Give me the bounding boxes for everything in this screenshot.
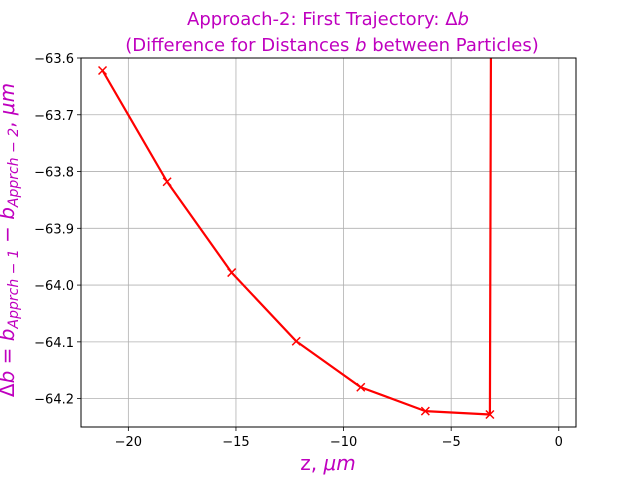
y-tick-label: −63.9 [34,222,74,237]
y-tick-label: −63.8 [34,166,74,181]
tick-layer: −20 −15 −10 −5 0 −63.6 −63.7 −63.8 −63.9 −64.0 −64… [34,52,563,450]
series-line [101,58,493,416]
y-tick-label: −64.1 [34,336,74,351]
data-point-marker [97,65,108,76]
data-point-marker [227,268,237,278]
chart-title-line1: Approach-2: First Trajectory: Δb [187,9,469,30]
data-point-marker [485,409,495,420]
y-tick-label: −64.0 [34,279,74,294]
y-axis-label: Δb = bApprch − 1 − bApprch − 2, μm [0,83,22,397]
x-tick-label: −15 [222,435,249,450]
series-layer [97,58,495,420]
data-point-marker [420,406,430,416]
grid [81,57,576,427]
chart-title-line2: (Difference for Distances b between Part… [125,35,538,56]
data-point-marker [291,336,301,346]
y-tick-label: −64.2 [34,393,74,408]
y-tick-label: −63.7 [34,109,74,124]
y-tick-label: −63.6 [34,52,74,67]
plot-frame [80,57,577,428]
x-axis-label: z, μm [300,451,355,475]
x-tick-label: −20 [115,435,142,450]
data-point-marker [356,382,366,392]
data-point-marker [162,177,172,187]
x-tick-label: 0 [555,435,563,450]
x-tick-label: −5 [442,435,461,450]
x-tick-label: −10 [330,435,357,450]
